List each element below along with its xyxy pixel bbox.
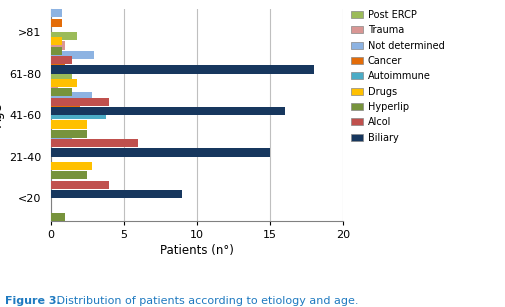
X-axis label: Patients (n°): Patients (n°) [160,244,234,257]
Bar [50,162,91,170]
Bar [50,130,87,138]
Text: Figure 3.: Figure 3. [5,296,61,306]
Bar [50,83,58,91]
Bar [50,111,106,119]
Bar [50,92,91,100]
Bar [50,47,62,55]
Bar [50,32,77,40]
Bar [50,107,285,115]
Bar [50,139,138,147]
Bar [50,65,314,73]
Bar [50,56,73,64]
Bar [50,213,65,221]
Bar [50,102,80,110]
Bar [50,60,65,68]
Bar [50,74,73,82]
Bar [50,134,73,142]
Bar [50,88,73,96]
Bar [50,148,270,157]
Bar [50,190,182,198]
Bar [50,171,87,179]
Bar [50,120,87,129]
Bar [50,98,109,106]
Bar [50,37,62,45]
Legend: Post ERCP, Trauma, Not determined, Cancer, Autoimmune, Drugs, Hyperlip, Alcol, B: Post ERCP, Trauma, Not determined, Cance… [351,10,444,143]
Bar [50,79,77,87]
Bar [50,0,62,8]
Bar [50,19,62,27]
Bar [50,41,65,50]
Bar [50,51,94,59]
Y-axis label: Age: Age [0,103,5,127]
Bar [50,9,62,17]
Bar [50,181,109,189]
Text: Distribution of patients according to etiology and age.: Distribution of patients according to et… [53,296,359,306]
